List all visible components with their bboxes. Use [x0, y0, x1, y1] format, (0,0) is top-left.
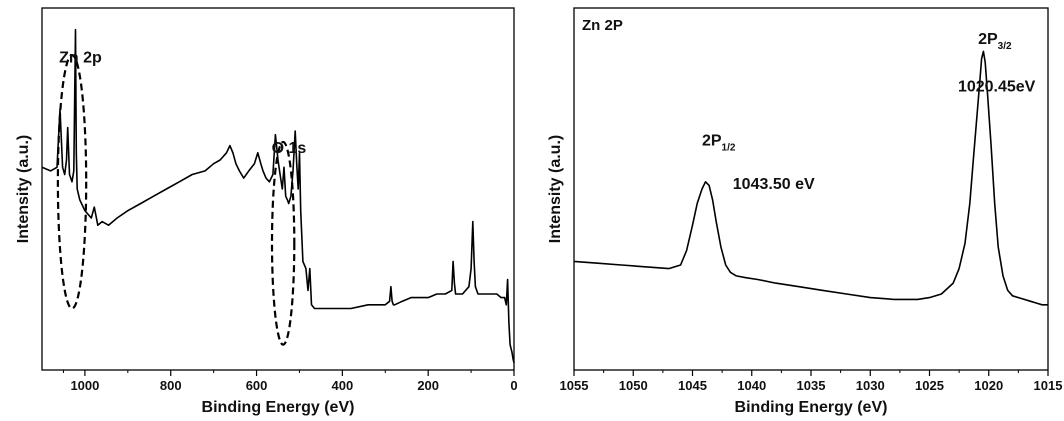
- annotation-main: 1020.45eV: [958, 78, 1036, 95]
- peak-annotation: 1043.50 eV: [733, 176, 815, 193]
- x-tick-label: 400: [332, 378, 354, 393]
- x-tick-label: 1040: [737, 378, 766, 393]
- plot-frame: [41, 7, 515, 371]
- spectrum-line: [573, 50, 1048, 306]
- y-axis-title: Intensity (a.u.): [15, 135, 32, 243]
- x-tick-label: 200: [417, 378, 439, 393]
- peak-annotation: Zn 2p: [59, 49, 102, 66]
- peak-highlight-ellipse: [56, 53, 88, 310]
- x-tick-label: 0: [510, 378, 517, 393]
- x-tick-label: 1050: [619, 378, 648, 393]
- x-tick-label: 1025: [915, 378, 944, 393]
- annotation-main: 2P: [702, 133, 722, 150]
- annotation-subscript: 1/2: [722, 143, 736, 154]
- spectrum-line: [41, 28, 515, 363]
- x-axis-title: Binding Energy (eV): [735, 399, 888, 416]
- peak-annotation: 2P3/2: [978, 31, 1012, 52]
- x-tick-label: 600: [246, 378, 268, 393]
- zn2p-panel: 1055 1050 1045 1040 1035 1030 1025 1020 1015 Bind…: [547, 7, 1063, 416]
- y-axis-title: Intensity (a.u.): [547, 135, 564, 243]
- x-tick-label: 1045: [678, 378, 707, 393]
- x-axis-title: Binding Energy (eV): [202, 399, 355, 416]
- annotation-main: 1043.50 eV: [733, 176, 815, 193]
- annotation-subscript: 3/2: [998, 41, 1012, 52]
- x-tick-label: 1055: [560, 378, 589, 393]
- panel-title: Zn 2P: [582, 17, 623, 34]
- peak-annotation: O 1s: [272, 140, 307, 157]
- x-tick-label: 1035: [797, 378, 826, 393]
- peak-annotation: 2P1/2: [702, 133, 736, 154]
- x-tick-label: 1020: [974, 378, 1003, 393]
- peak-highlight-ellipse: [270, 140, 296, 346]
- peak-annotation: 1020.45eV: [958, 78, 1036, 95]
- x-tick-label: 1000: [70, 378, 99, 393]
- annotation-main: 2P: [978, 31, 998, 48]
- x-tick-label: 1030: [856, 378, 885, 393]
- x-tick-label: 800: [160, 378, 182, 393]
- x-tick-label: 1015: [1034, 378, 1063, 393]
- survey-panel: 1000 800 600 400 200 0 Binding Energy (eV) Inte…: [15, 7, 518, 416]
